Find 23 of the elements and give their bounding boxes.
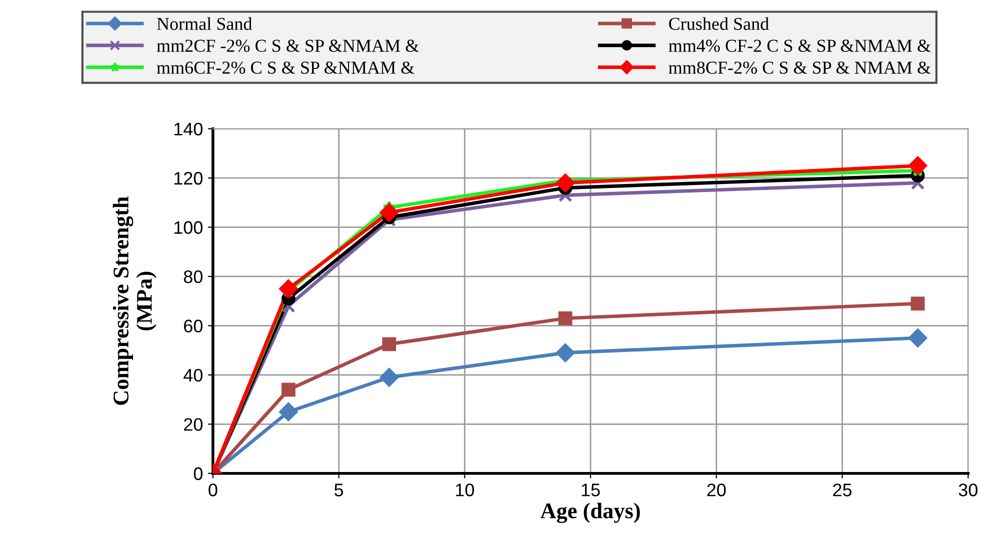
y-tick-label: 0	[194, 467, 202, 480]
legend-label: Crushed Sand	[669, 17, 769, 30]
legend-label: mm8CF-2% C S & SP & NMAM &	[668, 62, 931, 74]
x-axis-title: Age (days)	[540, 502, 640, 524]
y-tick-label: 40	[184, 368, 203, 382]
y-axis-title: Compressive Strength (MPa)	[112, 196, 156, 405]
x-tick-label: 5	[334, 484, 344, 496]
y-tick-label: 20	[184, 418, 203, 431]
legend-label: mm2CF -2% C S & SP &NMAM &	[156, 40, 419, 52]
x-tick-label: 30	[958, 484, 978, 496]
y-tick-label: 120	[174, 172, 203, 185]
y-tick-label: 100	[174, 221, 203, 234]
x-tick-label: 0	[208, 484, 218, 496]
x-tick-label: 15	[582, 484, 600, 496]
y-tick-label: 80	[184, 270, 203, 284]
y-tick-label: 140	[174, 122, 203, 136]
legend-label: mm4% CF-2 C S & SP &NMAM &	[668, 40, 931, 52]
legend-label: Normal Sand	[156, 17, 252, 30]
x-tick-label: 25	[833, 484, 852, 496]
x-tick-label: 20	[707, 484, 726, 496]
legend-label: mm6CF-2% C S & SP &NMAM &	[156, 62, 414, 74]
y-tick-label: 60	[184, 320, 203, 332]
x-tick-label: 10	[456, 484, 474, 496]
